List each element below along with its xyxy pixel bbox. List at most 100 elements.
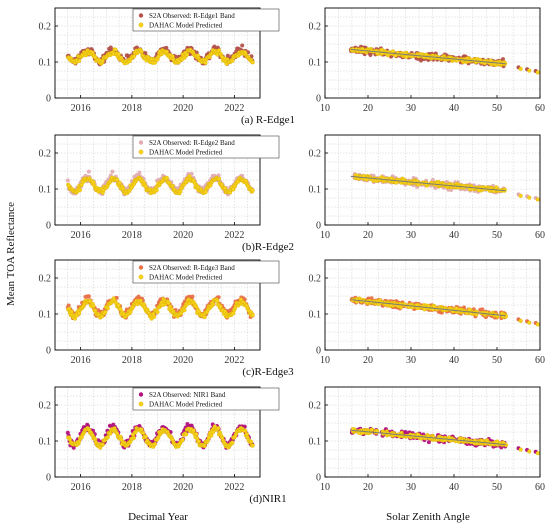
predicted-points — [66, 174, 255, 196]
predicted-point — [216, 426, 221, 431]
x-tick-label: 20 — [363, 355, 373, 366]
legend-label-observed: S2A Observed: R-Edge3 Band — [149, 264, 235, 272]
y-tick-label: 0.1 — [309, 185, 322, 196]
legend-marker-predicted — [138, 149, 144, 155]
panel-row: 2016 2018 2020 2022 0 0.1 0.2 S2A Observed: NIR… — [39, 386, 545, 505]
sza-plot: 10 20 30 40 50 60 0 0.1 0.2 — [309, 7, 545, 114]
y-tick-label: 0.1 — [309, 310, 322, 321]
predicted-point — [527, 68, 532, 73]
y-tick-label: 0.2 — [39, 22, 52, 33]
plot-frame — [324, 7, 541, 99]
predicted-point — [209, 433, 214, 438]
observed-point — [368, 52, 373, 57]
legend-box — [132, 8, 280, 32]
y-tick-label: 0 — [46, 346, 51, 357]
sza-plot: 10 20 30 40 50 60 0 0.1 0.2 — [309, 259, 545, 366]
predicted-point — [91, 180, 96, 185]
time-series-plot: 2016 2018 2020 2022 0 0.1 0.2 S2A Observed: R-E… — [39, 259, 280, 366]
x-tick-label: 40 — [449, 355, 459, 366]
observed-point — [418, 58, 423, 63]
predicted-point — [231, 311, 236, 316]
y-tick-label: 0.1 — [39, 58, 52, 69]
time-series-plot: 2016 2018 2020 2022 0 0.1 0.2 S2A Observed: R-E… — [39, 7, 280, 114]
predicted-point — [139, 49, 144, 54]
y-tick-label: 0 — [316, 473, 321, 484]
y-tick-label: 0.2 — [39, 149, 52, 160]
y-tick-label: 0.2 — [309, 22, 322, 33]
predicted-point — [216, 176, 222, 181]
legend-marker-predicted — [138, 401, 144, 407]
predicted-point — [215, 299, 220, 304]
y-tick-label: 0.1 — [39, 437, 52, 448]
x-tick-label: 2016 — [71, 230, 91, 241]
panel-caption: (b)R-Edge2 — [242, 241, 294, 253]
predicted-point — [164, 175, 169, 180]
x-tick-label: 30 — [406, 355, 416, 366]
panel-caption: (a) R-Edge1 — [241, 114, 295, 126]
predicted-point — [518, 318, 523, 323]
predicted-point — [184, 432, 189, 437]
x-tick-label: 40 — [449, 230, 459, 241]
x-tick-label: 50 — [492, 482, 502, 493]
x-tick-label: 2018 — [122, 230, 142, 241]
legend-marker-observed — [138, 265, 144, 270]
x-tick-label: 2018 — [122, 355, 142, 366]
legend-label-predicted: DAHAC Model Predicted — [149, 22, 223, 30]
predicted-point — [152, 314, 157, 319]
predicted-point — [394, 180, 399, 185]
x-tick-label: 2022 — [224, 355, 244, 366]
x-tick-label: 40 — [449, 482, 459, 493]
predicted-point — [115, 177, 120, 182]
predicted-point — [355, 297, 360, 302]
x-tick-label: 10 — [320, 482, 330, 493]
predicted-point — [180, 437, 185, 442]
y-tick-label: 0 — [46, 473, 51, 484]
predicted-point — [113, 47, 118, 52]
x-tick-label: 40 — [449, 103, 459, 114]
predicted-point — [250, 443, 255, 448]
legend: S2A Observed: R-Edge1 Band DAHAC Model Pr… — [132, 8, 280, 32]
x-tick-label: 60 — [535, 482, 545, 493]
predicted-point — [196, 439, 201, 444]
observed-point — [500, 57, 505, 62]
x-tick-label: 60 — [535, 230, 545, 241]
y-tick-label: 0 — [316, 346, 321, 357]
predicted-point — [77, 58, 82, 63]
y-tick-label: 0 — [316, 221, 321, 232]
panel-caption: (d)NIR1 — [249, 493, 286, 505]
legend-label-predicted: DAHAC Model Predicted — [149, 149, 223, 157]
predicted-point — [211, 302, 216, 307]
predicted-point — [203, 60, 208, 65]
predicted-point — [476, 188, 481, 193]
predicted-point — [116, 303, 121, 308]
predicted-point — [77, 187, 83, 193]
x-tick-label: 20 — [363, 103, 373, 114]
x-tick-label: 2016 — [71, 103, 91, 114]
predicted-point — [250, 60, 255, 65]
x-tick-label: 2018 — [122, 482, 142, 493]
predicted-point — [170, 183, 175, 189]
observed-point — [426, 440, 431, 445]
legend-label-observed: S2A Observed: NIR1 Band — [149, 391, 226, 399]
x-axis-title-right: Solar Zenith Angle — [386, 511, 470, 523]
observed-point — [480, 307, 485, 312]
predicted-point — [527, 320, 532, 325]
x-tick-label: 30 — [406, 103, 416, 114]
predicted-point — [243, 428, 248, 433]
observed-point — [86, 169, 91, 174]
trend-line — [350, 48, 506, 65]
legend-marker-observed — [138, 392, 144, 397]
predicted-point — [202, 314, 207, 320]
y-tick-label: 0.2 — [39, 401, 52, 412]
predicted-point — [412, 179, 417, 184]
x-tick-label: 20 — [363, 482, 373, 493]
x-axis-title-left: Decimal Year — [128, 511, 188, 523]
predicted-point — [535, 70, 540, 75]
predicted-point — [250, 312, 255, 317]
predicted-point — [143, 434, 148, 439]
predicted-point — [518, 66, 523, 71]
panel-row: 2016 2018 2020 2022 0 0.1 0.2 S2A Observed: R-E… — [39, 259, 545, 378]
predicted-point — [518, 193, 523, 198]
predicted-point — [116, 52, 121, 57]
predicted-point — [222, 186, 227, 191]
